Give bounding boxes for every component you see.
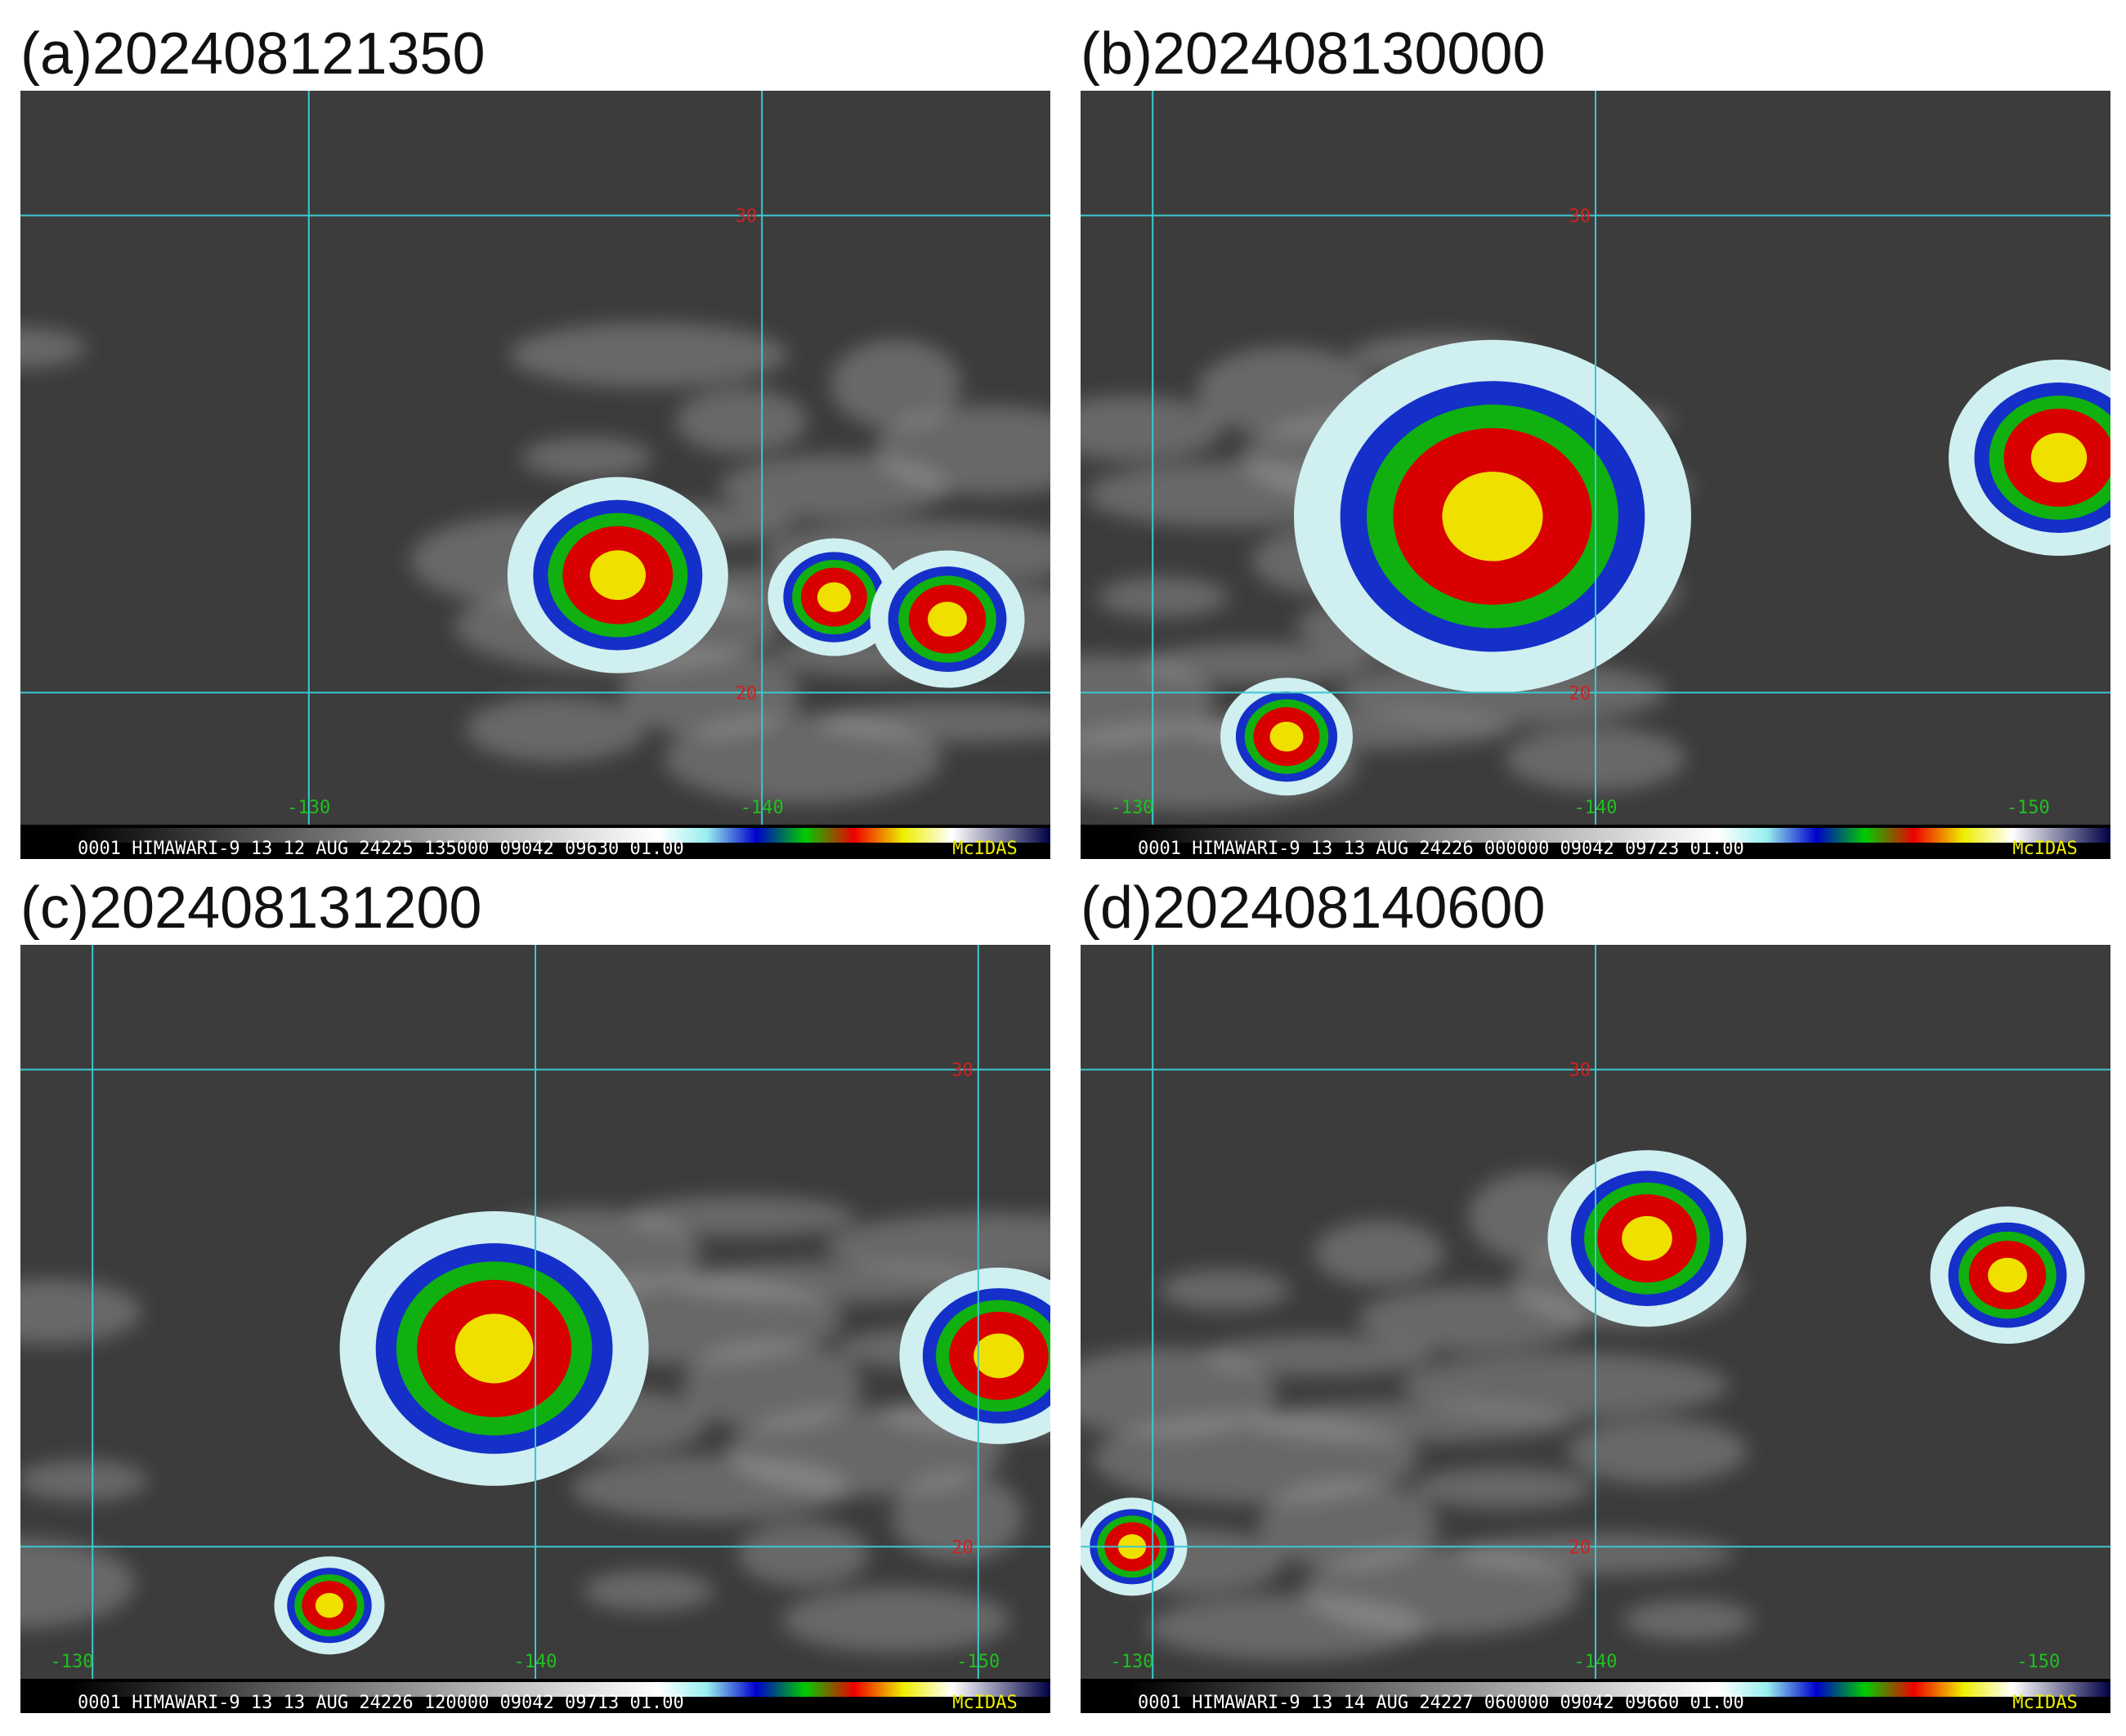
cloud-top — [454, 1313, 534, 1384]
cloud — [1097, 576, 1229, 618]
longitude-label: -130 — [51, 1652, 94, 1672]
latitude-label: 20 — [951, 1537, 973, 1558]
panel-title: (c)202408131200 — [20, 875, 482, 941]
cloud — [737, 1521, 869, 1587]
satellite-image: 30 20 -130 -140 -150 0001 HIMAWARI-9 13 13 AU… — [1081, 91, 2110, 859]
cloud — [1159, 1269, 1291, 1311]
color-bar — [1130, 1682, 2110, 1697]
cloud — [583, 1570, 714, 1612]
cloud-top — [928, 602, 967, 637]
latitude-label: 20 — [1569, 1537, 1591, 1558]
latitude-label: 30 — [736, 207, 758, 227]
cloud-top — [2030, 432, 2088, 483]
longitude-label: -150 — [2007, 798, 2050, 818]
footer-text: 0001 HIMAWARI-9 13 12 AUG 24225 135000 0… — [78, 839, 684, 859]
satellite-image: 30 20 -130 -140 -150 0001 HIMAWARI-9 13 13 AU… — [20, 945, 1050, 1713]
cloud — [825, 1213, 1050, 1279]
cloud — [1412, 1467, 1593, 1509]
brand: McIDAS — [2012, 839, 2077, 859]
cloud — [1081, 396, 1222, 462]
latitude-label: 20 — [1569, 683, 1591, 704]
longitude-label: -130 — [287, 798, 330, 818]
cloud — [1401, 1352, 1729, 1418]
brand: McIDAS — [952, 839, 1017, 859]
cloud — [509, 322, 788, 388]
cloud — [781, 1587, 1010, 1653]
cloud-top — [589, 550, 646, 601]
satellite-image: 30 20 -130 -140 0001 HIMAWARI-9 13 12 AUG 24… — [20, 91, 1050, 859]
panel-title: (b)202408130000 — [1081, 21, 1546, 87]
longitude-label: -130 — [1111, 798, 1154, 818]
longitude-label: -140 — [1574, 798, 1618, 818]
cloud — [1148, 1595, 1426, 1661]
cloud-top — [817, 582, 851, 612]
longitude-label: -140 — [741, 798, 784, 818]
cloud — [627, 1196, 856, 1237]
cloud — [719, 454, 949, 520]
footer-text: 0001 HIMAWARI-9 13 14 AUG 24227 060000 0… — [1138, 1693, 1744, 1713]
longitude-label: -130 — [1111, 1652, 1154, 1672]
cloud — [20, 1279, 141, 1345]
cloud — [20, 1538, 135, 1629]
cloud — [1081, 1347, 1278, 1438]
footer-text: 0001 HIMAWARI-9 13 13 AUG 24226 120000 0… — [78, 1693, 684, 1713]
satellite-image: 30 20 -130 -140 -150 0001 HIMAWARI-9 13 14 AU… — [1081, 945, 2110, 1713]
cloud — [20, 327, 86, 369]
color-bar — [1130, 828, 2110, 843]
color-bar — [69, 828, 1050, 843]
cloud — [682, 1340, 862, 1430]
cloud — [676, 388, 807, 454]
brand: McIDAS — [2012, 1693, 2077, 1713]
cloud-top — [315, 1593, 344, 1618]
latitude-label: 30 — [1569, 207, 1591, 227]
cloud-top — [1269, 722, 1304, 752]
cloud-top — [1622, 1215, 1672, 1261]
latitude-label: 30 — [951, 1061, 973, 1081]
panel-title: (a)202408121350 — [20, 21, 486, 87]
cloud — [830, 339, 961, 430]
longitude-label: -140 — [1574, 1652, 1618, 1672]
latitude-label: 30 — [1569, 1061, 1591, 1081]
cloud — [20, 1460, 148, 1501]
longitude-label: -150 — [956, 1652, 1000, 1672]
cloud — [1081, 655, 1216, 745]
cloud — [892, 1472, 1023, 1563]
longitude-label: -140 — [514, 1652, 557, 1672]
cloud — [1622, 1600, 1754, 1641]
cloud-top — [1988, 1257, 2027, 1293]
footer-text: 0001 HIMAWARI-9 13 13 AUG 24226 000000 0… — [1138, 839, 1744, 859]
cloud — [466, 696, 647, 763]
cloud-top — [1442, 472, 1543, 562]
cloud — [1357, 1286, 1587, 1352]
cloud-top — [973, 1333, 1024, 1379]
cloud — [1141, 642, 1371, 684]
cloud — [664, 714, 942, 804]
brand: McIDAS — [952, 1693, 1017, 1713]
cloud — [571, 1455, 850, 1521]
longitude-label: -150 — [2016, 1652, 2060, 1672]
latitude-label: 20 — [736, 683, 758, 704]
cloud — [1314, 1220, 1445, 1286]
panel-title: (d)202408140600 — [1081, 875, 1546, 941]
cloud — [1202, 1335, 1432, 1376]
cloud — [521, 437, 652, 478]
cloud — [1567, 1418, 1748, 1484]
color-bar — [69, 1682, 1050, 1697]
